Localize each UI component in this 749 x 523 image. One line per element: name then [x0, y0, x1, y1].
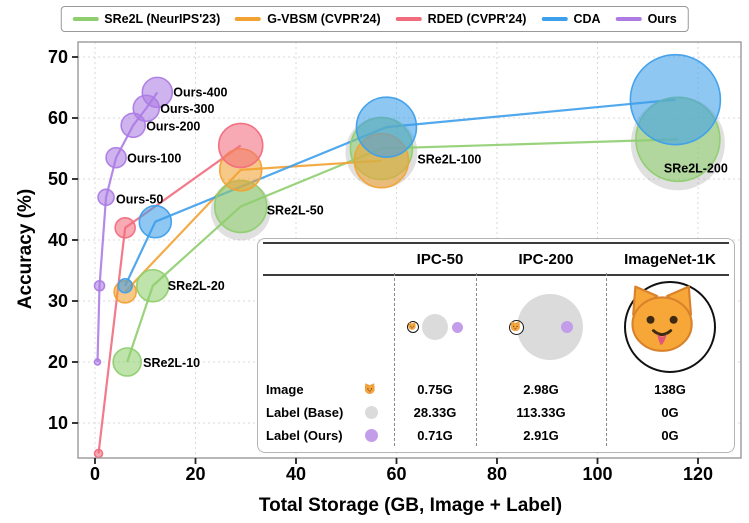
plot-border: [77, 41, 742, 459]
bubble-CDA: [355, 96, 418, 158]
point-label-SRe2L-10: SRe2L-10: [143, 356, 200, 370]
gray-dot-icon: [365, 406, 378, 419]
legend-line-swatch: [72, 16, 99, 22]
inset-bubble-zone: [258, 273, 734, 446]
bubble-Ours: [93, 279, 106, 292]
value-image-imagenet: 138G: [654, 382, 686, 397]
row-label-image: Image: [258, 382, 394, 397]
value-ours-ipc50: 0.71G: [417, 428, 453, 443]
value-ours-ipc200: 2.91G: [523, 428, 559, 443]
legend-label: Ours: [647, 12, 677, 26]
x-tick-label-80: 80: [487, 464, 507, 484]
column-separator: [606, 273, 607, 446]
bubble-CDA: [629, 53, 722, 146]
x-tick-label-120: 120: [683, 464, 713, 484]
inset-header-row: IPC-50 IPC-200 ImageNet-1K: [263, 242, 729, 276]
bubble-Ours-100: [105, 146, 127, 169]
x-axis-title: Total Storage (GB, Image + Label): [258, 495, 563, 516]
column-separator: [476, 273, 477, 446]
row-label-text: Image: [266, 382, 304, 397]
imagenet-bubble: [606, 276, 734, 378]
inset-row-label-base: Label (Base) 28.33G 113.33G 0G: [258, 401, 734, 424]
inset-bubble-label-spacer: [258, 276, 394, 378]
legend-line-swatch: [615, 16, 642, 22]
legend-line-swatch: [395, 16, 422, 22]
y-tick-label-20: 20: [48, 352, 68, 372]
legend-item-1: G-VBSM (CVPR'24): [235, 12, 381, 26]
point-label-Ours-50: Ours-50: [116, 192, 163, 206]
legend-label: CDA: [573, 12, 601, 26]
legend-item-0: SRe2L (NeurIPS'23): [72, 12, 220, 26]
bubble-SRe2L-10: [112, 347, 142, 377]
row-label-text: Label (Base): [266, 405, 344, 420]
cat-icon: [407, 321, 419, 333]
cat-icon: [509, 319, 524, 335]
y-tick-label-60: 60: [48, 108, 68, 128]
x-tick-label-20: 20: [185, 464, 205, 484]
point-label-Ours-100: Ours-100: [127, 152, 181, 166]
inset-col-ipc200: IPC-200: [518, 250, 574, 268]
base-label-bubble: [422, 314, 448, 340]
bubble-SRe2L-20: [135, 268, 170, 303]
value-base-ipc200: 113.33G: [516, 405, 566, 420]
column-separator: [394, 273, 395, 446]
y-tick-label-30: 30: [48, 291, 68, 311]
inset-col-ipc50: IPC-50: [416, 250, 464, 268]
point-label-Ours-300: Ours-300: [160, 102, 214, 116]
cat-icon: [364, 382, 378, 397]
row-label-text: Label (Ours): [266, 428, 343, 443]
bubble-RDED (CVPR'24): [93, 448, 104, 459]
x-tick-label-60: 60: [386, 464, 406, 484]
value-image-ipc50: 0.75G: [417, 382, 453, 397]
x-tick-label-0: 0: [90, 464, 100, 484]
ours-label-bubble: [561, 321, 573, 333]
x-tick-label-100: 100: [582, 464, 612, 484]
bubble-RDED (CVPR'24): [114, 217, 136, 239]
bubble-CDA: [138, 204, 173, 239]
y-tick-label-40: 40: [48, 230, 68, 250]
legend-line-swatch: [541, 16, 568, 22]
bubble-Ours-400: [141, 76, 174, 109]
bubble-CDA: [117, 277, 133, 294]
point-label-SRe2L-100: SRe2L-100: [417, 153, 481, 167]
inset-col-imagenet1k: ImageNet-1K: [624, 250, 716, 268]
bubble-RDED (CVPR'24): [217, 122, 264, 169]
inset-storage-table: IPC-50 IPC-200 ImageNet-1K Image 0.75G 2…: [257, 238, 735, 453]
y-tick-label-10: 10: [48, 413, 68, 433]
value-image-ipc200: 2.98G: [523, 382, 559, 397]
row-label-base: Label (Base): [258, 405, 394, 420]
ours-label-bubble: [452, 321, 463, 333]
inset-row-label-ours: Label (Ours) 0.71G 2.91G 0G: [258, 424, 734, 447]
point-label-Ours-200: Ours-200: [146, 119, 200, 133]
point-label-SRe2L-50: SRe2L-50: [267, 203, 324, 217]
legend-line-swatch: [235, 16, 262, 22]
y-axis-title: Accuracy (%): [15, 188, 36, 310]
bubble-Ours-50: [97, 188, 115, 207]
purple-dot-icon: [365, 429, 378, 442]
point-label-SRe2L-200: SRe2L-200: [664, 161, 728, 175]
ipc200-bubbles: [476, 276, 606, 378]
value-ours-imagenet: 0G: [661, 428, 679, 443]
cat-icon: [624, 281, 716, 373]
point-label-SRe2L-20: SRe2L-20: [168, 279, 225, 293]
legend-label: G-VBSM (CVPR'24): [267, 12, 381, 26]
ipc50-bubbles: [394, 276, 476, 378]
series-line-CDA: [124, 98, 676, 287]
legend-item-2: RDED (CVPR'24): [395, 12, 527, 26]
inset-row-image: Image 0.75G 2.98G 138G: [258, 378, 734, 401]
value-base-imagenet: 0G: [661, 405, 679, 420]
chart-legend: SRe2L (NeurIPS'23) G-VBSM (CVPR'24) RDED (…: [60, 6, 689, 32]
legend-item-3: CDA: [541, 12, 601, 26]
base-label-bubble: [517, 294, 583, 360]
legend-label: SRe2L (NeurIPS'23): [104, 12, 221, 26]
bubble-Ours: [93, 358, 102, 366]
x-tick-label-40: 40: [286, 464, 306, 484]
value-base-ipc50: 28.33G: [413, 405, 457, 420]
legend-label: RDED (CVPR'24): [427, 12, 527, 26]
point-label-Ours-400: Ours-400: [173, 85, 227, 99]
y-tick-label-70: 70: [48, 47, 68, 67]
y-tick-label-50: 50: [48, 169, 68, 189]
legend-item-4: Ours: [615, 12, 677, 26]
row-label-ours: Label (Ours): [258, 428, 394, 443]
